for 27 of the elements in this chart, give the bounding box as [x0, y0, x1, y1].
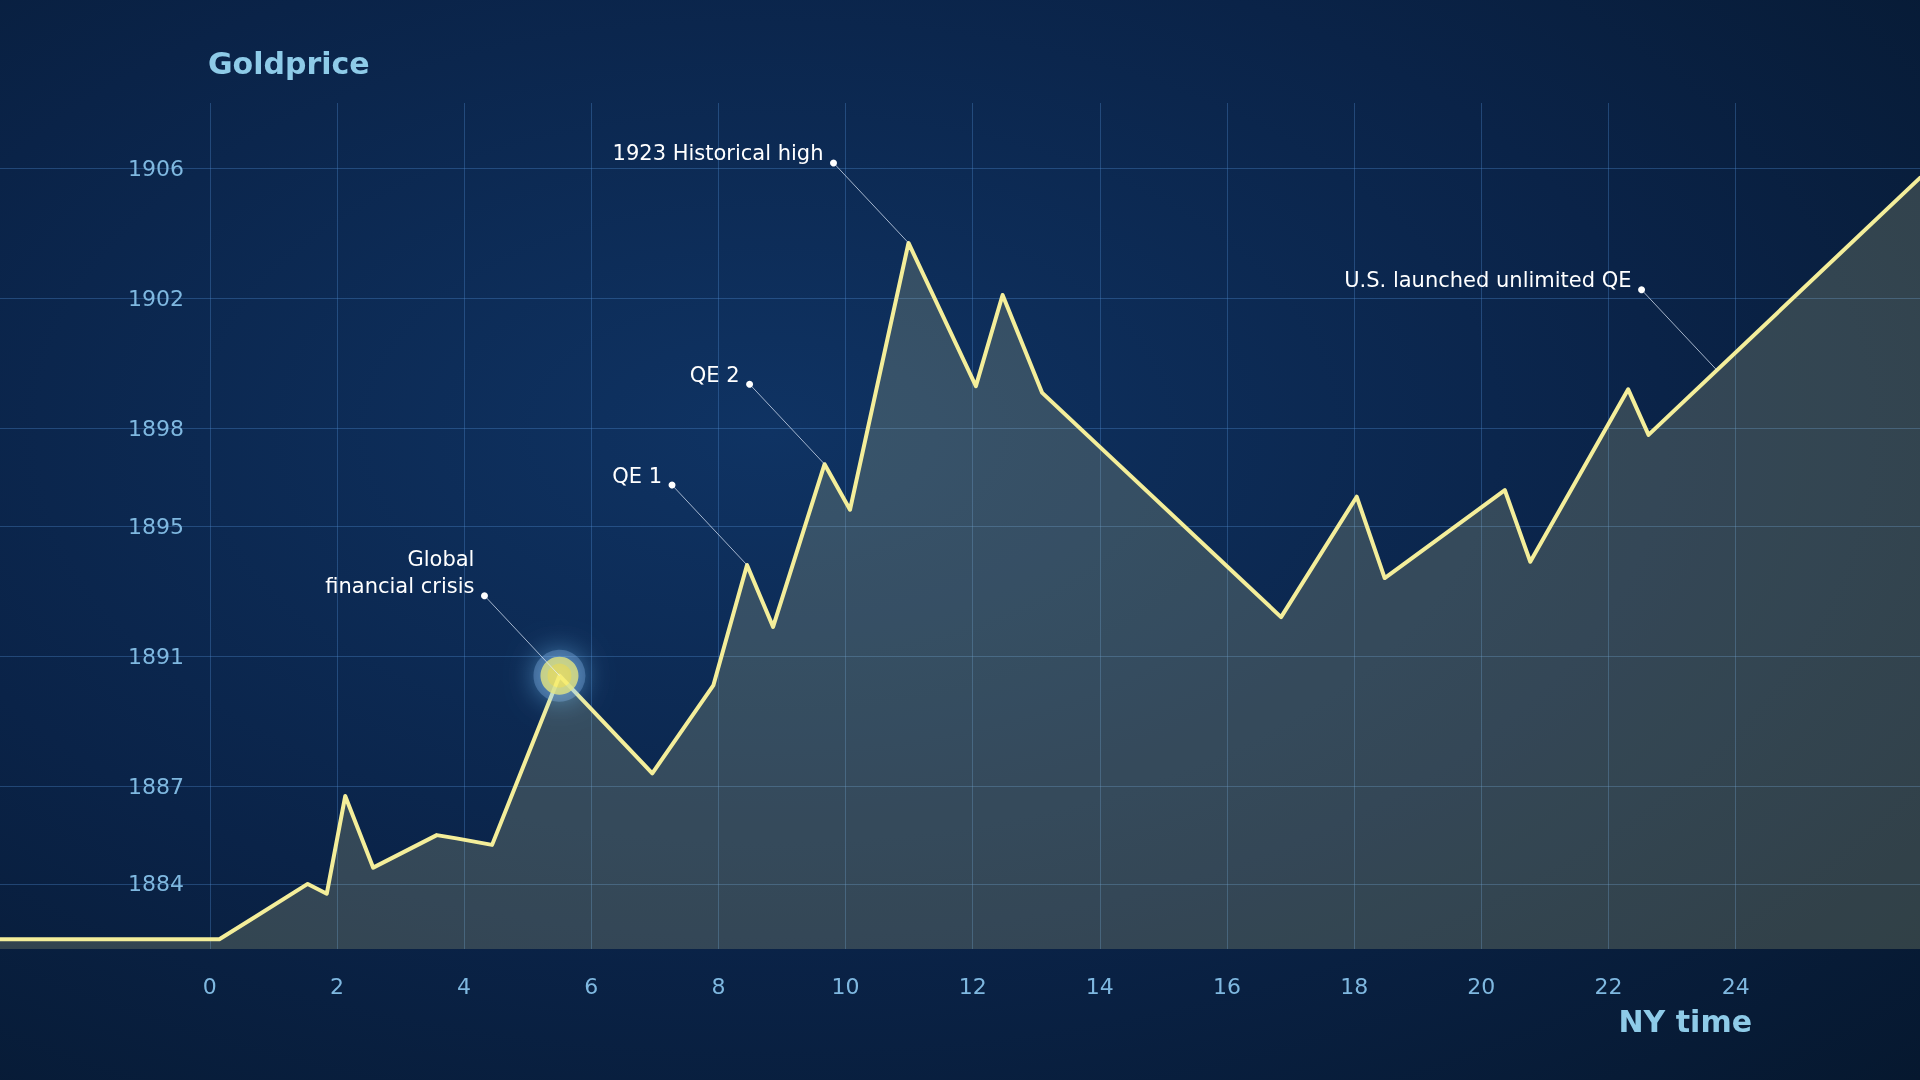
- x-tick-label: 2: [329, 973, 344, 999]
- x-axis-title: NY time: [1618, 1003, 1753, 1039]
- annotation: U.S. launched unlimited QE: [1344, 268, 1632, 293]
- annotation: Global financial crisis: [325, 547, 475, 599]
- y-tick-label: 1895: [128, 513, 184, 539]
- x-tick-label: 0: [202, 973, 217, 999]
- y-tick-label: 1906: [128, 155, 184, 181]
- x-tick-label: 16: [1213, 973, 1242, 999]
- x-tick-label: 8: [711, 973, 726, 999]
- x-tick-label: 6: [584, 973, 599, 999]
- x-tick-label: 4: [457, 973, 472, 999]
- y-tick-label: 1898: [128, 415, 184, 441]
- x-tick-label: 22: [1594, 973, 1623, 999]
- x-tick-label: 12: [958, 973, 987, 999]
- y-axis-title: Goldprice: [208, 45, 370, 81]
- y-tick-label: 1902: [128, 285, 184, 311]
- x-tick-label: 24: [1721, 973, 1750, 999]
- x-tick-label: 20: [1467, 973, 1496, 999]
- annotation: QE 2: [689, 362, 740, 387]
- y-tick-label: 1891: [128, 643, 184, 669]
- y-tick-label: 1887: [128, 773, 184, 799]
- annotation: 1923 Historical high: [612, 141, 824, 166]
- y-tick-label: 1884: [128, 871, 184, 897]
- x-tick-label: 10: [831, 973, 860, 999]
- x-tick-label: 14: [1085, 973, 1114, 999]
- x-tick-label: 18: [1340, 973, 1369, 999]
- annotation: QE 1: [612, 463, 663, 488]
